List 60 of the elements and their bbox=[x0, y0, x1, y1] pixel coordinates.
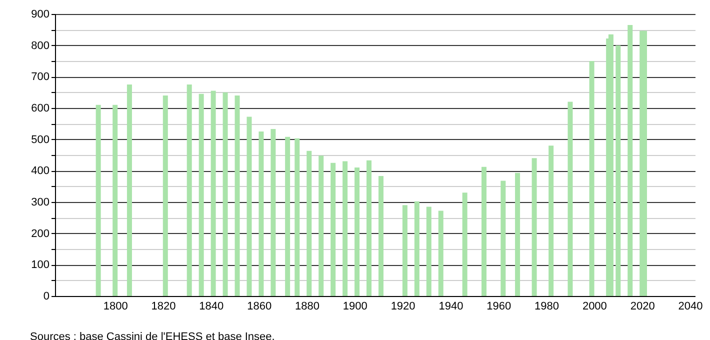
bar bbox=[270, 128, 276, 296]
bar bbox=[532, 158, 537, 296]
bar bbox=[628, 24, 633, 296]
x-tick-label: 1800 bbox=[103, 300, 128, 312]
x-tick-label: 1880 bbox=[294, 300, 320, 312]
bar bbox=[162, 95, 168, 296]
bar bbox=[608, 34, 614, 296]
bar bbox=[426, 206, 432, 296]
x-tick-label: 2020 bbox=[630, 300, 655, 312]
y-tick-label: 500 bbox=[31, 134, 50, 146]
y-tick-label: 700 bbox=[31, 71, 50, 84]
bar bbox=[462, 192, 468, 296]
bar bbox=[402, 205, 408, 296]
bar bbox=[354, 168, 360, 296]
bar bbox=[616, 45, 621, 296]
bar bbox=[330, 162, 336, 296]
source-note: Sources : base Cassini de l'EHESS et base Insee. bbox=[30, 331, 276, 340]
bar bbox=[246, 116, 252, 296]
x-tick-label: 1980 bbox=[534, 300, 560, 312]
bar bbox=[481, 166, 486, 296]
bar bbox=[186, 84, 192, 296]
y-tick-label: 900 bbox=[31, 8, 50, 20]
x-tick-label: 1900 bbox=[342, 300, 368, 312]
bar bbox=[414, 201, 420, 296]
y-tick-label: 300 bbox=[31, 196, 50, 208]
bar bbox=[366, 160, 372, 296]
bar bbox=[500, 180, 506, 296]
bar bbox=[568, 102, 573, 296]
bar bbox=[294, 138, 300, 296]
y-tick-label: 600 bbox=[31, 102, 50, 114]
y-tick-label: 800 bbox=[31, 40, 50, 52]
y-tick-label: 0 bbox=[43, 290, 50, 302]
x-tick-label: 1820 bbox=[151, 300, 176, 312]
y-tick-label: 200 bbox=[31, 228, 50, 240]
bar bbox=[438, 210, 444, 296]
x-tick-label: 2000 bbox=[582, 300, 607, 312]
bar bbox=[258, 132, 264, 296]
y-tick-label: 100 bbox=[31, 259, 50, 272]
bar bbox=[210, 90, 216, 296]
x-tick-label: 1840 bbox=[199, 300, 224, 312]
bar bbox=[306, 150, 312, 296]
bar bbox=[548, 146, 554, 296]
bar bbox=[378, 176, 384, 296]
bar bbox=[126, 84, 132, 296]
x-tick-label: 1940 bbox=[438, 300, 464, 312]
bar bbox=[318, 156, 324, 296]
x-tick-label: 1960 bbox=[486, 300, 512, 312]
bar bbox=[234, 95, 240, 296]
bar bbox=[96, 104, 101, 296]
y-tick-label: 400 bbox=[31, 165, 50, 178]
bar bbox=[222, 92, 228, 296]
bar bbox=[515, 172, 520, 296]
bar bbox=[112, 104, 118, 296]
bar bbox=[198, 94, 204, 296]
bar bbox=[342, 161, 348, 296]
x-tick-label: 2040 bbox=[678, 300, 703, 312]
x-tick-label: 1920 bbox=[390, 300, 416, 312]
bar bbox=[589, 61, 594, 296]
bar bbox=[285, 136, 290, 296]
x-tick-label: 1860 bbox=[247, 300, 272, 312]
